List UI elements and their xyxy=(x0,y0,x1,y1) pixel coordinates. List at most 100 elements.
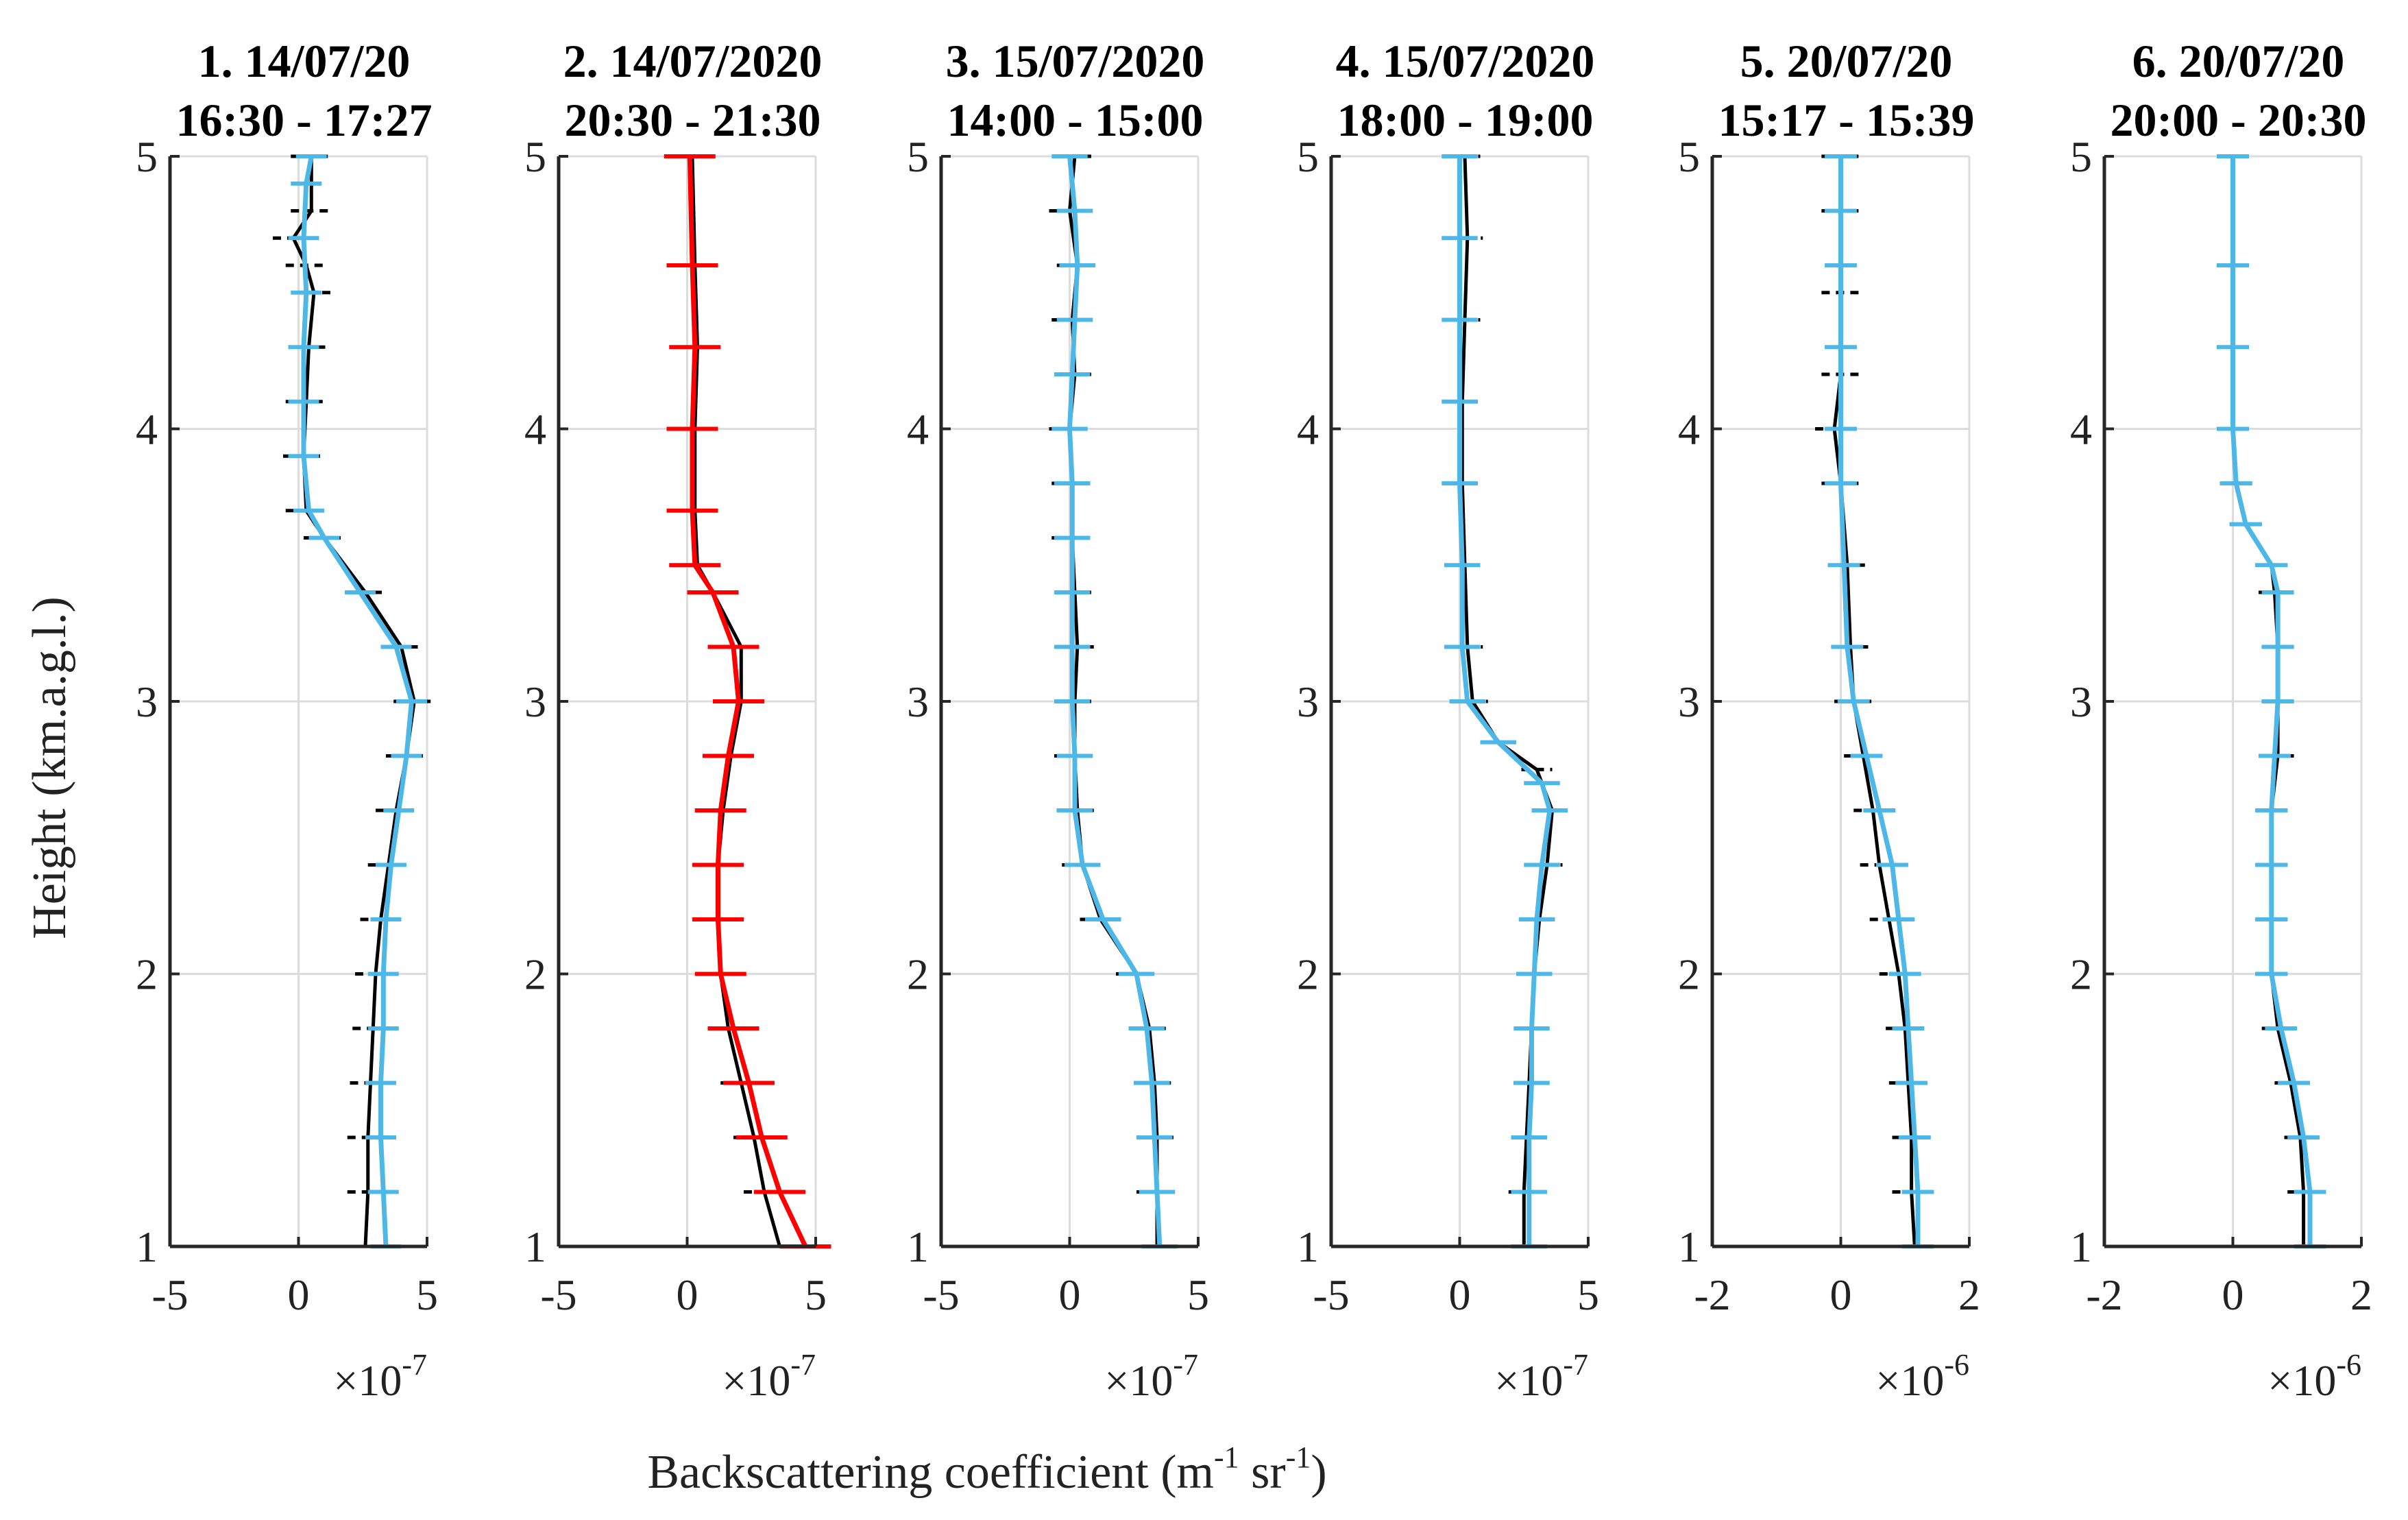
x-tick-label: 0 xyxy=(288,1270,310,1319)
y-tick-label: 2 xyxy=(2070,950,2092,999)
y-tick-label: 4 xyxy=(1297,405,1319,454)
x-axis-label-end: ) xyxy=(1311,1446,1326,1499)
series-blue xyxy=(1442,154,1568,1248)
x-tick-label: -2 xyxy=(2086,1270,2122,1319)
series-line xyxy=(1067,156,1163,1247)
panel-title-line2: 18:00 - 19:00 xyxy=(1337,94,1594,146)
y-axis-label: Height (km.a.g.l.) xyxy=(23,596,76,939)
series-line xyxy=(1838,156,1921,1246)
scale-exponent: -7 xyxy=(1173,1348,1198,1382)
x-tick-label: 0 xyxy=(1830,1270,1852,1319)
scale-exponent: -7 xyxy=(790,1348,816,1382)
y-tick-label: 4 xyxy=(1678,405,1700,454)
x-axis-label-mid: sr xyxy=(1239,1446,1286,1499)
x-tick-label: 5 xyxy=(416,1270,438,1319)
x-tick-label: 0 xyxy=(677,1270,698,1319)
panel-title-line2: 14:00 - 15:00 xyxy=(947,94,1204,146)
x-axis-label: Backscattering coefficient (m-1 sr-1) xyxy=(647,1440,1326,1499)
panel-title-line1: 6. 20/07/20 xyxy=(2132,35,2345,87)
y-tick-label: 3 xyxy=(1297,677,1319,726)
series-blue xyxy=(288,154,427,1248)
scale-base: ×10 xyxy=(1494,1356,1563,1405)
panel-2: 1 2 3 4 5 -5 0 5 ×10-7 2. 14/07/2020 20:30 - 21:30 xyxy=(524,35,831,1405)
y-tick-label: 1 xyxy=(2070,1222,2092,1271)
series-red xyxy=(664,154,831,1248)
scale-base: ×10 xyxy=(1104,1356,1173,1405)
y-tick-label: 2 xyxy=(136,950,158,999)
panel-6: 1 2 3 4 5 -2 0 2 ×10-6 6. 20/07/20 20:00 - 20:30 xyxy=(2070,35,2372,1405)
x-scale-factor: ×10-6 xyxy=(1875,1348,1969,1405)
panel-title-line1: 3. 15/07/2020 xyxy=(946,35,1205,87)
y-tick-label: 5 xyxy=(1678,132,1700,181)
panel-4: 1 2 3 4 5 -5 0 5 ×10-7 4. 15/07/2020 18:00 - 19:00 xyxy=(1297,35,1599,1405)
y-tick-label: 2 xyxy=(1297,950,1319,999)
x-tick-label: -2 xyxy=(1694,1270,1730,1319)
series-line xyxy=(687,156,808,1248)
panel-title-line2: 20:30 - 21:30 xyxy=(565,94,821,146)
panel-1: 1 2 3 4 5 -5 0 5 ×10-7 1. 14/07/20 16:30 - 17:27 xyxy=(136,35,438,1405)
y-tick-label: 1 xyxy=(136,1222,158,1271)
panel-title-line2: 16:30 - 17:27 xyxy=(176,94,433,146)
y-tick-label: 3 xyxy=(524,677,546,726)
series-line xyxy=(1457,156,1553,1246)
x-scale-factor: ×10-7 xyxy=(722,1348,816,1405)
x-tick-label: 0 xyxy=(1059,1270,1081,1319)
scale-exponent: -6 xyxy=(1944,1348,1969,1382)
y-tick-label: 3 xyxy=(2070,677,2092,726)
panel-title-line1: 1. 14/07/20 xyxy=(198,35,411,87)
x-scale-factor: ×10-7 xyxy=(1104,1348,1198,1405)
x-tick-label: 0 xyxy=(2222,1270,2244,1319)
panel-5: 1 2 3 4 5 -2 0 2 ×10-6 5. 20/07/20 15:17 - 15:39 xyxy=(1678,35,1980,1405)
series-line xyxy=(301,156,414,1247)
x-scale-factor: ×10-7 xyxy=(1494,1348,1588,1405)
x-tick-label: 5 xyxy=(805,1270,827,1319)
scale-exponent: -7 xyxy=(402,1348,427,1382)
scale-base: ×10 xyxy=(333,1356,402,1405)
y-tick-label: 5 xyxy=(2070,132,2092,181)
scale-base: ×10 xyxy=(722,1356,790,1405)
scale-exponent: -6 xyxy=(2336,1348,2361,1382)
y-tick-label: 3 xyxy=(1678,677,1700,726)
y-tick-label: 3 xyxy=(136,677,158,726)
panel-title-line2: 20:00 - 20:30 xyxy=(2111,94,2367,146)
scale-base: ×10 xyxy=(2267,1356,2336,1405)
y-tick-label: 5 xyxy=(136,132,158,181)
series-line xyxy=(2230,156,2313,1246)
x-tick-label: -5 xyxy=(540,1270,576,1319)
x-tick-label: 2 xyxy=(2350,1270,2372,1319)
x-tick-label: 5 xyxy=(1577,1270,1599,1319)
x-tick-label: 5 xyxy=(1187,1270,1209,1319)
y-tick-label: 3 xyxy=(907,677,929,726)
panel-title-line1: 5. 20/07/20 xyxy=(1740,35,1953,87)
y-tick-label: 2 xyxy=(907,950,929,999)
panel-title-line1: 2. 14/07/2020 xyxy=(563,35,823,87)
scale-exponent: -7 xyxy=(1563,1348,1588,1382)
panel-title-line2: 15:17 - 15:39 xyxy=(1718,94,1975,146)
y-tick-label: 4 xyxy=(136,405,158,454)
y-tick-label: 5 xyxy=(524,132,546,181)
x-tick-label: -5 xyxy=(151,1270,188,1319)
y-tick-label: 5 xyxy=(1297,132,1319,181)
y-tick-label: 2 xyxy=(1678,950,1700,999)
y-tick-label: 4 xyxy=(524,405,546,454)
x-axis-label-exp1: -1 xyxy=(1214,1440,1239,1474)
x-tick-label: -5 xyxy=(923,1270,959,1319)
panel-3: 1 2 3 4 5 -5 0 5 ×10-7 3. 15/07/2020 14:00 - 15:00 xyxy=(907,35,1209,1405)
y-tick-label: 1 xyxy=(1678,1222,1700,1271)
y-tick-label: 1 xyxy=(907,1222,929,1271)
x-tick-label: -5 xyxy=(1313,1270,1349,1319)
y-tick-label: 1 xyxy=(1297,1222,1319,1271)
y-tick-label: 4 xyxy=(907,405,929,454)
x-axis-label-exp2: -1 xyxy=(1286,1440,1311,1474)
series-blue xyxy=(1051,154,1178,1248)
x-scale-factor: ×10-7 xyxy=(333,1348,427,1405)
x-scale-factor: ×10-6 xyxy=(2267,1348,2361,1405)
y-tick-label: 1 xyxy=(524,1222,546,1271)
x-tick-label: 0 xyxy=(1449,1270,1471,1319)
panel-title-line1: 4. 15/07/2020 xyxy=(1336,35,1595,87)
y-tick-label: 2 xyxy=(524,950,546,999)
scale-base: ×10 xyxy=(1875,1356,1944,1405)
x-axis-label-text: Backscattering coefficient (m xyxy=(647,1446,1214,1499)
